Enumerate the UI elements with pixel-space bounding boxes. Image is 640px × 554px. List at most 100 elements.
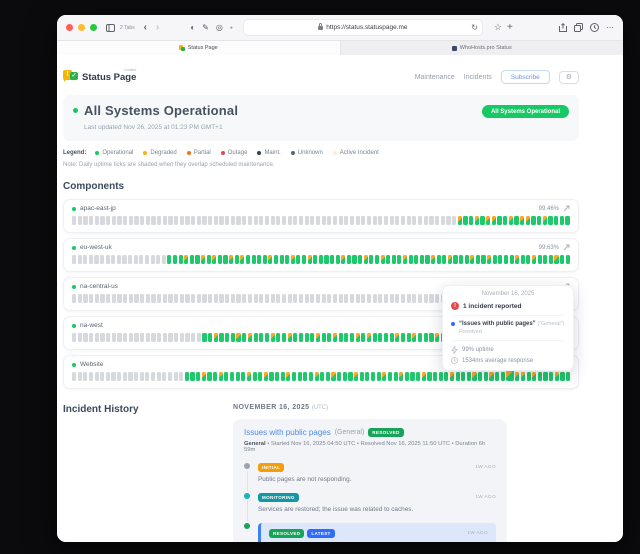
uptime-tick[interactable] <box>167 255 172 264</box>
uptime-tick[interactable] <box>225 294 230 303</box>
uptime-tick[interactable] <box>503 216 508 225</box>
uptime-tick[interactable] <box>435 216 440 225</box>
uptime-tick[interactable] <box>72 294 77 303</box>
uptime-tick[interactable] <box>435 294 440 303</box>
uptime-tick[interactable] <box>310 294 315 303</box>
uptime-tick[interactable] <box>94 216 99 225</box>
uptime-tick[interactable] <box>111 294 116 303</box>
uptime-tick[interactable] <box>202 333 207 342</box>
new-tab-icon[interactable]: + <box>506 21 513 33</box>
uptime-tick[interactable] <box>395 333 400 342</box>
uptime-tick[interactable] <box>150 255 155 264</box>
uptime-tick[interactable] <box>133 255 138 264</box>
uptime-tick[interactable] <box>139 255 144 264</box>
uptime-tick[interactable] <box>324 255 329 264</box>
uptime-tick[interactable] <box>406 216 411 225</box>
uptime-tick[interactable] <box>257 255 262 264</box>
uptime-tick[interactable] <box>77 255 82 264</box>
brand[interactable]: ! ✓ Status Page hosted <box>63 67 136 84</box>
uptime-tick[interactable] <box>307 255 312 264</box>
uptime-tick[interactable] <box>378 333 383 342</box>
uptime-tick[interactable] <box>431 255 436 264</box>
uptime-tick[interactable] <box>156 255 161 264</box>
uptime-tick[interactable] <box>122 372 127 381</box>
uptime-tick[interactable] <box>421 372 426 381</box>
uptime-tick[interactable] <box>303 372 308 381</box>
uptime-tick[interactable] <box>335 255 340 264</box>
uptime-tick[interactable] <box>369 255 374 264</box>
uptime-tick[interactable] <box>145 294 150 303</box>
uptime-tick[interactable] <box>157 216 162 225</box>
uptime-tick[interactable] <box>492 255 497 264</box>
uptime-tick[interactable] <box>315 294 321 303</box>
uptime-tick[interactable] <box>366 216 372 225</box>
uptime-tick[interactable] <box>461 372 466 381</box>
uptime-tick[interactable] <box>262 255 267 264</box>
uptime-tick[interactable] <box>234 255 239 264</box>
uptime-tick[interactable] <box>395 294 400 303</box>
uptime-tick[interactable] <box>293 294 298 303</box>
uptime-tick[interactable] <box>280 372 285 381</box>
uptime-tick[interactable] <box>185 333 190 342</box>
uptime-tick[interactable] <box>383 216 389 225</box>
uptime-tick[interactable] <box>509 255 514 264</box>
uptime-tick[interactable] <box>225 333 230 342</box>
uptime-tick[interactable] <box>174 294 179 303</box>
uptime-tick[interactable] <box>89 333 94 342</box>
uptime-tick[interactable] <box>466 372 471 381</box>
uptime-tick[interactable] <box>566 372 571 381</box>
uptime-tick[interactable] <box>321 333 326 342</box>
uptime-tick[interactable] <box>525 216 530 225</box>
uptime-tick[interactable] <box>429 216 434 225</box>
uptime-tick[interactable] <box>224 372 229 381</box>
uptime-tick[interactable] <box>376 372 381 381</box>
uptime-tick[interactable] <box>223 255 228 264</box>
uptime-tick[interactable] <box>185 294 190 303</box>
uptime-tick[interactable] <box>196 216 201 225</box>
uptime-tick[interactable] <box>219 216 224 225</box>
incident-title-link[interactable]: Issues with public pages <box>244 428 331 437</box>
uptime-tick[interactable] <box>378 216 383 225</box>
uptime-tick[interactable] <box>417 294 423 303</box>
uptime-tick[interactable] <box>179 294 184 303</box>
uptime-tick[interactable] <box>554 216 559 225</box>
uptime-tick[interactable] <box>201 372 206 381</box>
uptime-tick[interactable] <box>77 294 82 303</box>
uptime-tick[interactable] <box>241 372 246 381</box>
uptime-tick[interactable] <box>162 372 167 381</box>
uptime-tick[interactable] <box>565 255 570 264</box>
uptime-tick[interactable] <box>77 216 82 225</box>
uptime-tick[interactable] <box>400 333 406 342</box>
uptime-tick[interactable] <box>414 255 419 264</box>
uptime-tick[interactable] <box>382 372 387 381</box>
uptime-tick[interactable] <box>72 372 77 381</box>
uptime-tick[interactable] <box>363 255 368 264</box>
uptime-tick[interactable] <box>213 294 218 303</box>
uptime-tick[interactable] <box>202 216 207 225</box>
uptime-tick[interactable] <box>352 255 357 264</box>
uptime-tick[interactable] <box>134 216 139 225</box>
uptime-tick[interactable] <box>543 372 548 381</box>
uptime-tick[interactable] <box>433 372 438 381</box>
uptime-tick[interactable] <box>549 372 554 381</box>
uptime-tick[interactable] <box>100 333 105 342</box>
uptime-tick[interactable] <box>162 216 167 225</box>
uptime-tick[interactable] <box>157 294 162 303</box>
uptime-tick[interactable] <box>554 255 559 264</box>
uptime-tick[interactable] <box>374 255 380 264</box>
uptime-tick[interactable] <box>123 333 128 342</box>
uptime-tick[interactable] <box>83 216 88 225</box>
uptime-tick[interactable] <box>429 294 434 303</box>
uptime-tick[interactable] <box>217 255 222 264</box>
uptime-tick[interactable] <box>202 294 207 303</box>
uptime-tick[interactable] <box>208 294 213 303</box>
uptime-tick[interactable] <box>94 255 99 264</box>
uptime-tick[interactable] <box>285 255 290 264</box>
uptime-tick[interactable] <box>338 294 343 303</box>
tab-whohosts-status[interactable]: WhoHosts.pro Status <box>340 41 623 55</box>
uptime-tick[interactable] <box>321 216 326 225</box>
uptime-tick[interactable] <box>320 372 325 381</box>
uptime-tick[interactable] <box>346 255 351 264</box>
uptime-tick[interactable] <box>100 255 105 264</box>
uptime-tick[interactable] <box>515 372 520 381</box>
